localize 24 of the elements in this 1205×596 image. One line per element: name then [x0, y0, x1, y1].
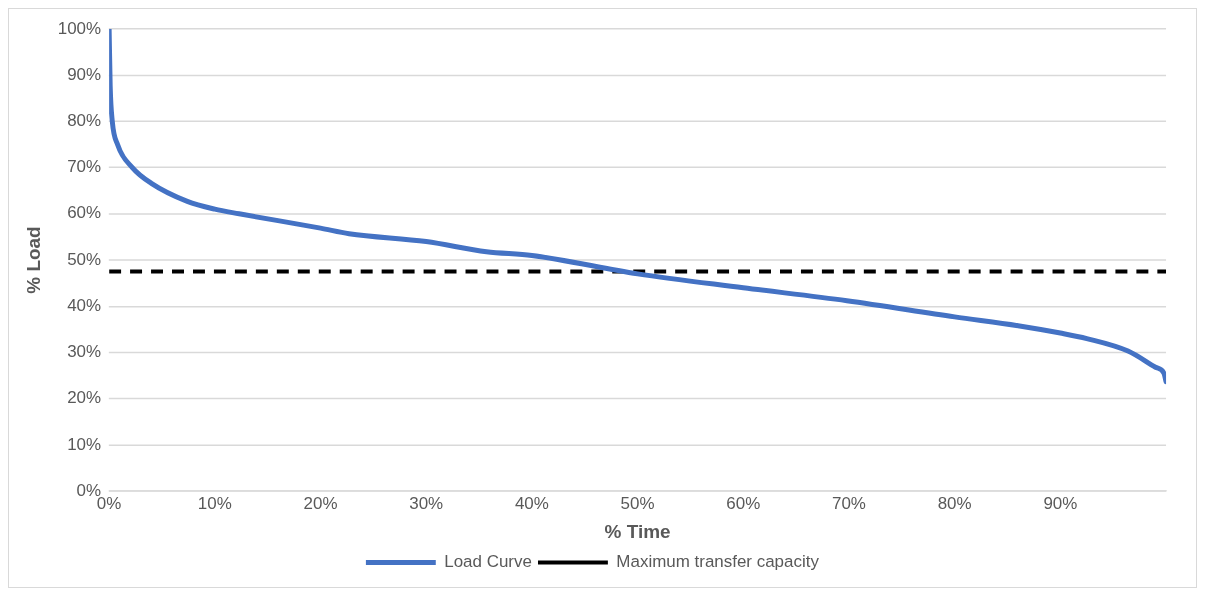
y-axis-title: % Load [22, 226, 44, 294]
legend-label: Load Curve [444, 552, 532, 572]
x-tick-label: 90% [1043, 493, 1078, 513]
y-tick-label: 40% [67, 295, 102, 315]
y-tick-label: 90% [67, 64, 102, 84]
x-tick-label: 50% [620, 493, 655, 513]
line-series [109, 28, 1167, 385]
y-tick-label: 20% [67, 388, 102, 408]
y-tick-label: 50% [67, 249, 102, 269]
y-tick-label: 80% [67, 111, 102, 131]
legend-label: Maximum transfer capacity [616, 552, 820, 572]
x-tick-label: 10% [197, 493, 232, 513]
x-tick-label: 40% [514, 493, 549, 513]
x-tick-label: 20% [303, 493, 338, 513]
x-axis-title: % Time [604, 521, 671, 542]
y-tick-label: 10% [67, 434, 102, 454]
y-tick-label: 30% [67, 342, 102, 362]
x-tick-label: 60% [726, 493, 761, 513]
x-tick-label: 70% [832, 493, 866, 513]
x-tick-label: 80% [937, 493, 972, 513]
y-tick-label: 100% [57, 18, 102, 38]
x-tick-label: 30% [409, 493, 444, 513]
y-tick-label: 60% [67, 203, 102, 223]
y-tick-label: 70% [67, 157, 102, 177]
